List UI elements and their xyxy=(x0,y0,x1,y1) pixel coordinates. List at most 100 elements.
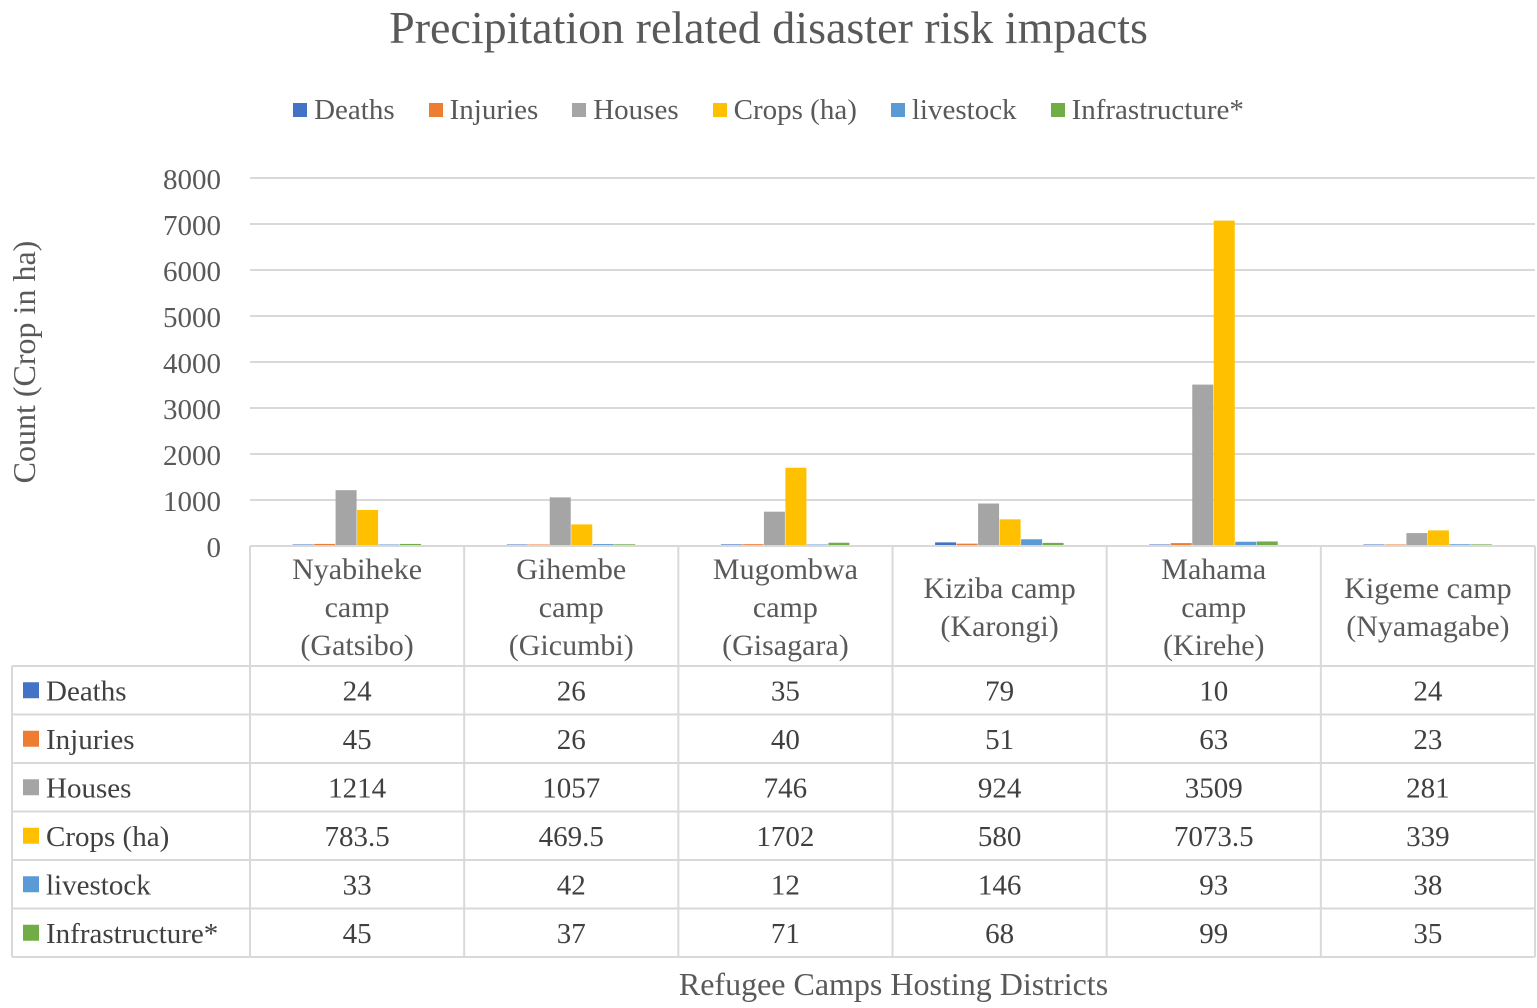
bar xyxy=(978,503,1000,546)
x-tick-label: camp xyxy=(753,591,818,624)
table-legend-swatch xyxy=(23,876,39,893)
bar xyxy=(1042,542,1064,546)
legend-item: Infrastructure* xyxy=(1050,94,1244,127)
chart-legend: Deaths Injuries Houses Crops (ha) livestock I… xyxy=(0,90,1537,130)
legend-swatch xyxy=(293,103,308,117)
data-label: 24 xyxy=(1413,675,1443,707)
data-label: 783.5 xyxy=(324,821,389,853)
data-label: 146 xyxy=(978,869,1022,901)
data-label: 71 xyxy=(771,918,800,950)
data-label: 45 xyxy=(343,724,372,756)
data-label: 40 xyxy=(771,724,800,756)
bar xyxy=(1213,220,1235,546)
legend-label: Crops (ha) xyxy=(733,93,857,126)
data-label: 33 xyxy=(343,869,372,901)
data-label: 1057 xyxy=(542,772,600,804)
data-label: 1702 xyxy=(756,821,814,853)
bar xyxy=(549,497,571,546)
legend-item: Houses xyxy=(572,93,679,127)
table-row-label: Injuries xyxy=(46,724,135,756)
data-label: 1214 xyxy=(328,772,387,804)
data-label: 339 xyxy=(1406,821,1450,853)
x-tick-label: Kigeme camp xyxy=(1344,572,1511,605)
data-label: 38 xyxy=(1413,869,1442,901)
data-label: 26 xyxy=(557,675,586,707)
data-label: 26 xyxy=(557,724,586,756)
x-tick-label: (Nyamagabe) xyxy=(1346,610,1509,643)
x-tick-label: (Gatsibo) xyxy=(300,629,413,662)
bar xyxy=(1192,384,1214,546)
bar xyxy=(785,467,807,546)
legend-item: Crops (ha) xyxy=(712,93,857,127)
bar xyxy=(999,519,1021,546)
table-row-label: Deaths xyxy=(46,675,127,707)
data-label: 281 xyxy=(1406,772,1450,804)
legend-label: Houses xyxy=(593,93,679,126)
bar xyxy=(828,542,850,546)
y-tick-label: 6000 xyxy=(163,256,221,288)
x-tick-label: (Gicumbi) xyxy=(509,629,634,662)
data-label: 924 xyxy=(978,772,1022,804)
bar xyxy=(1170,543,1192,546)
data-label: 35 xyxy=(771,675,800,707)
y-tick-label: 4000 xyxy=(163,348,221,380)
legend-swatch xyxy=(428,103,443,117)
data-label: 79 xyxy=(985,675,1014,707)
bar xyxy=(400,543,422,546)
bar xyxy=(763,511,785,546)
data-label: 42 xyxy=(557,869,586,901)
y-tick-label: 7000 xyxy=(163,210,221,242)
x-tick-label: Kiziba camp xyxy=(923,572,1075,605)
data-label: 45 xyxy=(343,918,372,950)
data-label: 7073.5 xyxy=(1174,821,1254,853)
data-label: 3509 xyxy=(1185,772,1243,804)
data-label: 24 xyxy=(343,675,373,707)
x-tick-label: camp xyxy=(325,591,390,624)
y-tick-label: 5000 xyxy=(163,302,221,334)
table-row-label: Infrastructure* xyxy=(46,918,218,950)
x-tick-label: (Karongi) xyxy=(940,610,1058,643)
bar xyxy=(1406,533,1428,546)
legend-item: Deaths xyxy=(293,94,395,127)
table-legend-swatch xyxy=(23,779,39,796)
legend-label: livestock xyxy=(911,93,1017,126)
x-tick-label: (Kirehe) xyxy=(1163,629,1265,662)
x-tick-label: camp xyxy=(1181,591,1246,624)
legend-swatch xyxy=(890,103,905,117)
data-label: 93 xyxy=(1199,869,1228,901)
table-legend-swatch xyxy=(23,730,39,747)
y-tick-label: 8000 xyxy=(163,164,221,196)
legend-swatch xyxy=(572,103,587,117)
table-legend-swatch xyxy=(23,682,39,699)
x-tick-label: Mugombwa xyxy=(713,553,858,586)
legend-label: Deaths xyxy=(314,93,395,126)
data-label: 37 xyxy=(557,918,586,950)
chart-title: Precipitation related disaster risk impa… xyxy=(389,2,1148,53)
bar xyxy=(1235,541,1257,546)
x-axis-label: Refugee Camps Hosting Districts xyxy=(678,966,1109,1002)
y-tick-label: 0 xyxy=(207,532,222,564)
bar xyxy=(314,543,336,546)
data-label: 51 xyxy=(985,724,1014,756)
data-label: 68 xyxy=(985,918,1014,950)
y-tick-label: 1000 xyxy=(163,486,221,518)
bar xyxy=(571,524,593,546)
legend-item: livestock xyxy=(890,93,1017,127)
table-row-label: Houses xyxy=(46,772,131,804)
legend-swatch xyxy=(712,103,727,117)
data-label: 35 xyxy=(1413,918,1442,950)
table-legend-swatch xyxy=(23,827,39,844)
data-label: 99 xyxy=(1199,918,1228,950)
x-tick-label: (Gisagara) xyxy=(722,629,849,662)
bar xyxy=(956,543,978,546)
legend-label: Injuries xyxy=(449,93,539,126)
bar xyxy=(1021,539,1043,546)
y-tick-label: 2000 xyxy=(163,440,221,472)
data-label: 746 xyxy=(764,772,808,804)
data-label: 10 xyxy=(1199,675,1228,707)
data-label: 469.5 xyxy=(539,821,604,853)
data-label: 580 xyxy=(978,821,1022,853)
x-tick-label: Nyabiheke xyxy=(292,553,422,586)
legend-item: Injuries xyxy=(428,93,539,127)
table-legend-swatch xyxy=(23,924,39,941)
